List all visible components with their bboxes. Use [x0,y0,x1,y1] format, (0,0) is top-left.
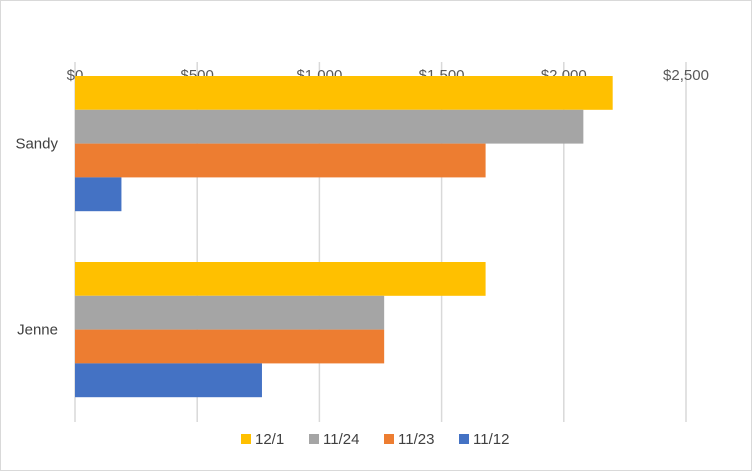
bar-jenne-12-1 [75,262,486,296]
legend-label: 11/23 [398,431,434,448]
legend-swatch [241,434,251,444]
legend-label: 11/24 [323,431,359,448]
legend-swatch [309,434,319,444]
x-tick-label: $2,500 [663,67,709,84]
legend-swatch [384,434,394,444]
category-label: Jenne [17,322,58,339]
category-label: Sandy [15,136,58,153]
bar-sandy-11-12 [75,177,122,212]
bar-jenne-11-12 [75,363,262,398]
bar-sandy-11-23 [75,143,486,178]
legend-swatch [459,434,469,444]
bar-sandy-12-1 [75,76,613,110]
legend-label: 12/1 [255,431,284,448]
legend-label: 11/12 [473,431,509,448]
bar-jenne-11-24 [75,295,385,330]
bar-jenne-11-23 [75,329,385,364]
bar-sandy-11-24 [75,109,584,144]
